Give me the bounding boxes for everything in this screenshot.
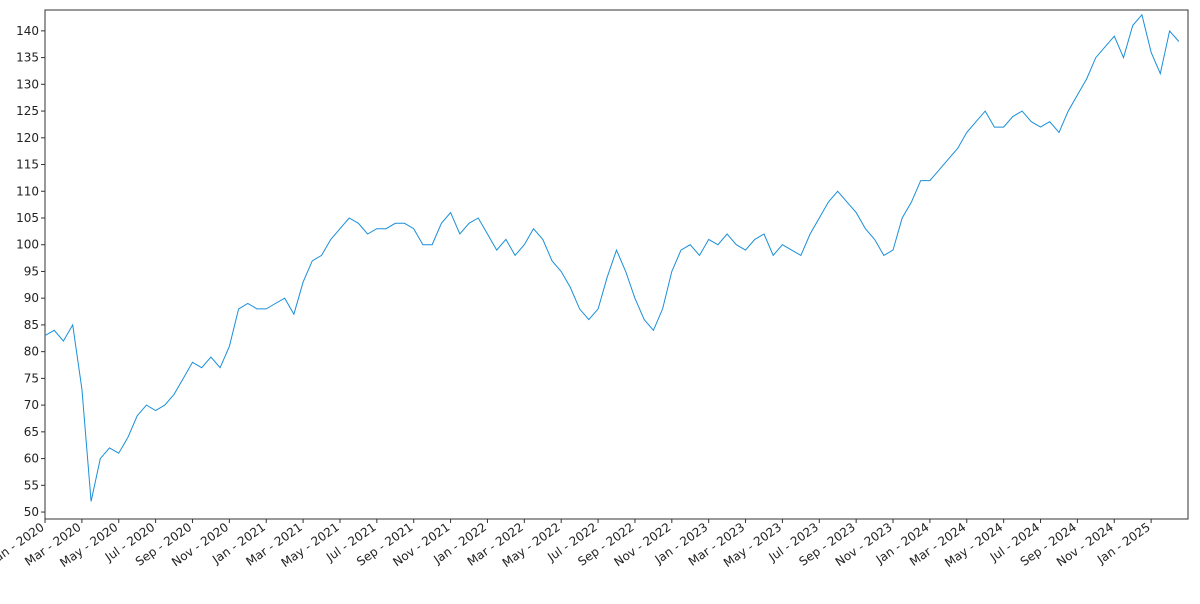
y-tick-label: 95 — [24, 264, 39, 278]
y-tick-label: 50 — [24, 505, 39, 519]
y-tick-label: 120 — [16, 131, 39, 145]
y-tick-label: 125 — [16, 104, 39, 118]
line-series — [44, 13, 1180, 502]
y-tick-label: 55 — [24, 478, 39, 492]
y-tick-label: 80 — [24, 345, 39, 359]
plot-frame — [44, 9, 1189, 520]
y-tick-label: 130 — [16, 77, 39, 91]
y-tick-label: 70 — [24, 398, 39, 412]
y-tick-label: 115 — [16, 158, 39, 172]
y-tick-label: 60 — [24, 452, 39, 466]
y-tick-label: 75 — [24, 371, 39, 385]
y-tick-label: 85 — [24, 318, 39, 332]
y-tick-label: 135 — [16, 51, 39, 65]
y-tick-label: 100 — [16, 238, 39, 252]
y-tick-label: 90 — [24, 291, 39, 305]
y-tick-label: 110 — [16, 184, 39, 198]
y-tick-label: 140 — [16, 24, 39, 38]
y-tick-label: 65 — [24, 425, 39, 439]
y-tick-label: 105 — [16, 211, 39, 225]
